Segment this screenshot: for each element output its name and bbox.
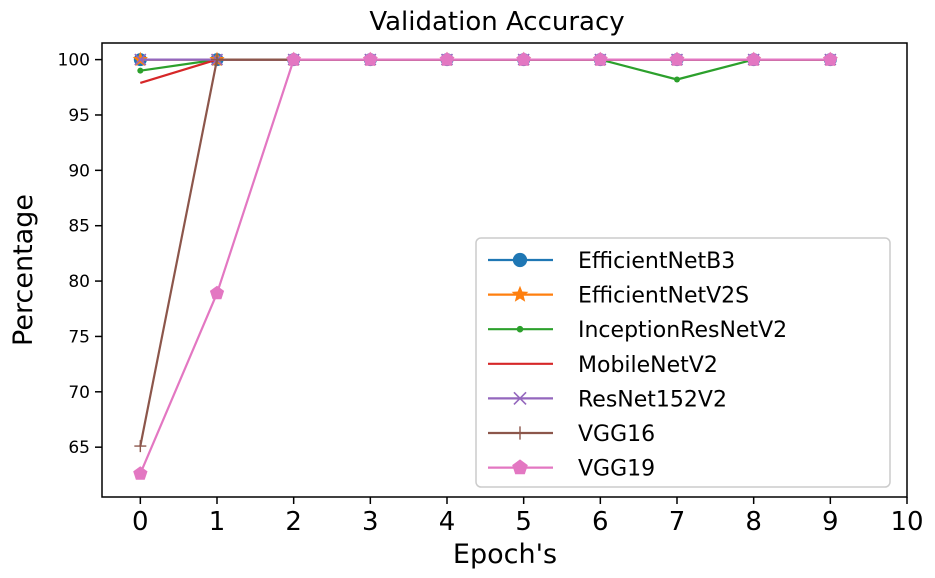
plot-area-frame — [101, 42, 908, 498]
legend-item-efficientnetv2s: EfficientNetV2S — [488, 284, 749, 309]
y-axis: 65 70 75 80 85 90 95 100 — [58, 51, 102, 458]
legend-label: VGG16 — [578, 422, 655, 447]
legend-label: MobileNetV2 — [578, 353, 718, 378]
x-tick-label: 5 — [515, 507, 532, 537]
legend-label: ResNet152V2 — [578, 387, 727, 412]
y-tick-label: 80 — [68, 272, 90, 292]
y-tick-label: 70 — [68, 383, 90, 403]
legend-marker — [513, 426, 527, 440]
data-point-vgg19 — [746, 52, 761, 66]
legend-item-inceptionresnetv2: InceptionResNetV2 — [488, 318, 787, 343]
series-line-vgg19 — [139, 58, 831, 475]
x-tick-label: 8 — [745, 507, 762, 537]
x-tick-label: 6 — [592, 507, 609, 537]
legend-box — [475, 237, 891, 488]
x-tick-label: 10 — [890, 507, 923, 537]
data-point-vgg19 — [669, 52, 685, 66]
data-point-vgg19 — [209, 285, 225, 300]
y-tick-label: 100 — [58, 51, 90, 71]
x-tick-label: 9 — [822, 507, 839, 537]
data-point-vgg19 — [823, 52, 838, 66]
legend-item-resnet152v2: ResNet152V2 — [488, 387, 727, 412]
x-tick-label: 4 — [439, 507, 456, 537]
legend-label: InceptionResNetV2 — [578, 318, 787, 343]
legend-marker — [511, 285, 529, 302]
y-tick-label: 85 — [68, 217, 90, 237]
y-axis-label: Percentage — [8, 194, 39, 346]
x-tick-label: 1 — [209, 507, 226, 537]
y-tick-label: 90 — [68, 161, 90, 181]
legend-label: VGG19 — [578, 457, 655, 482]
data-point-inceptionresnetv2 — [137, 67, 144, 74]
legend-marker — [512, 459, 528, 475]
series-vgg19 — [133, 52, 838, 480]
data-point-resnet152v2 — [134, 53, 147, 66]
data-point-vgg19 — [593, 52, 608, 66]
legend-marker — [513, 391, 527, 406]
x-axis-label: Epoch's — [453, 539, 557, 570]
legend: EfficientNetB3 EfficientNetV2S InceptionRe… — [475, 237, 891, 488]
legend-marker — [512, 252, 528, 268]
y-tick-label: 65 — [68, 438, 90, 458]
legend-item-efficientnetb3: EfficientNetB3 — [488, 249, 735, 274]
series-layer — [132, 51, 838, 480]
series-line-inceptionresnetv2 — [140, 58, 831, 81]
series-mobilenetv2 — [139, 58, 831, 84]
legend-item-mobilenetv2: MobileNetV2 — [488, 353, 718, 378]
x-tick-label: 7 — [669, 507, 686, 537]
chart-title: Validation Accuracy — [369, 7, 624, 37]
data-point-vgg19 — [439, 52, 455, 66]
y-tick-label: 95 — [68, 106, 90, 126]
legend-item-vgg19: VGG19 — [488, 457, 655, 482]
data-point-inceptionresnetv2 — [674, 76, 680, 83]
data-point-vgg19 — [133, 466, 148, 480]
data-point-vgg19 — [363, 52, 378, 66]
x-tick-label: 0 — [132, 507, 149, 537]
data-point-vgg19 — [516, 52, 531, 66]
x-axis: 0 1 2 3 4 5 6 7 8 9 10 — [132, 497, 924, 537]
x-tick-label: 2 — [285, 507, 302, 537]
series-line-mobilenetv2 — [139, 58, 831, 84]
x-tick-label: 3 — [362, 507, 379, 537]
data-point-vgg16 — [211, 53, 223, 66]
legend-label: EfficientNetV2S — [578, 284, 749, 309]
data-point-vgg19 — [286, 52, 301, 66]
data-point-vgg16 — [134, 440, 147, 453]
legend-item-vgg16: VGG16 — [488, 422, 655, 447]
legend-marker — [516, 325, 524, 333]
legend-label: EfficientNetB3 — [578, 249, 735, 274]
y-tick-label: 75 — [68, 327, 90, 347]
